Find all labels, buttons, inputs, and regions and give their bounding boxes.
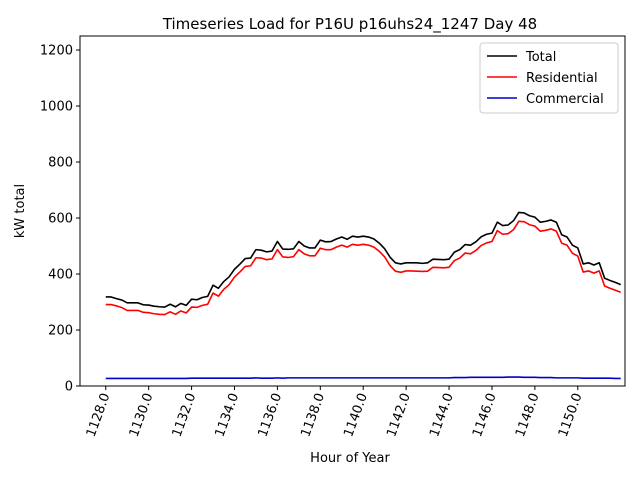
y-tick-label: 800 [48, 156, 73, 171]
y-tick-label: 400 [48, 268, 73, 283]
x-tick-label: 1146.0 [470, 391, 500, 439]
series-line-residential [105, 220, 621, 316]
legend-label-total: Total [525, 50, 556, 65]
x-tick-label: 1128.0 [84, 391, 114, 439]
legend-label-residential: Residential [526, 71, 598, 86]
legend: Total Residential Commercial [479, 42, 619, 114]
x-tick-label: 1148.0 [513, 391, 543, 439]
y-tick-label: 600 [48, 212, 73, 227]
series-line-commercial [105, 376, 621, 380]
x-tick-label: 1134.0 [213, 391, 243, 439]
series-layer [105, 211, 622, 380]
y-tick-label: 0 [65, 380, 73, 395]
y-axis-label: kW total [13, 184, 28, 238]
x-tick-label: 1136.0 [256, 391, 286, 439]
y-tick-label: 1000 [40, 100, 73, 115]
y-tick-label: 1200 [40, 44, 73, 59]
x-tick-label: 1150.0 [556, 391, 586, 439]
legend-box [479, 42, 619, 114]
x-tick-label: 1130.0 [127, 391, 157, 439]
x-axis-label: Hour of Year [310, 451, 390, 466]
y-axis-ticks: 0 200 400 600 800 1000 1200 [40, 44, 80, 395]
x-tick-label: 1132.0 [170, 391, 200, 439]
series-line-total [105, 211, 622, 308]
chart-title: Timeseries Load for P16U p16uhs24_1247 D… [162, 15, 537, 34]
legend-label-commercial: Commercial [526, 92, 604, 107]
x-axis-ticks: 1128.0 1130.0 1132.0 1134.0 1136.0 1138.0 1140… [84, 386, 586, 439]
x-tick-label: 1140.0 [341, 391, 371, 439]
x-tick-label: 1144.0 [427, 391, 457, 439]
x-tick-label: 1142.0 [384, 391, 414, 439]
y-tick-label: 200 [48, 324, 73, 339]
x-tick-label: 1138.0 [298, 391, 328, 439]
